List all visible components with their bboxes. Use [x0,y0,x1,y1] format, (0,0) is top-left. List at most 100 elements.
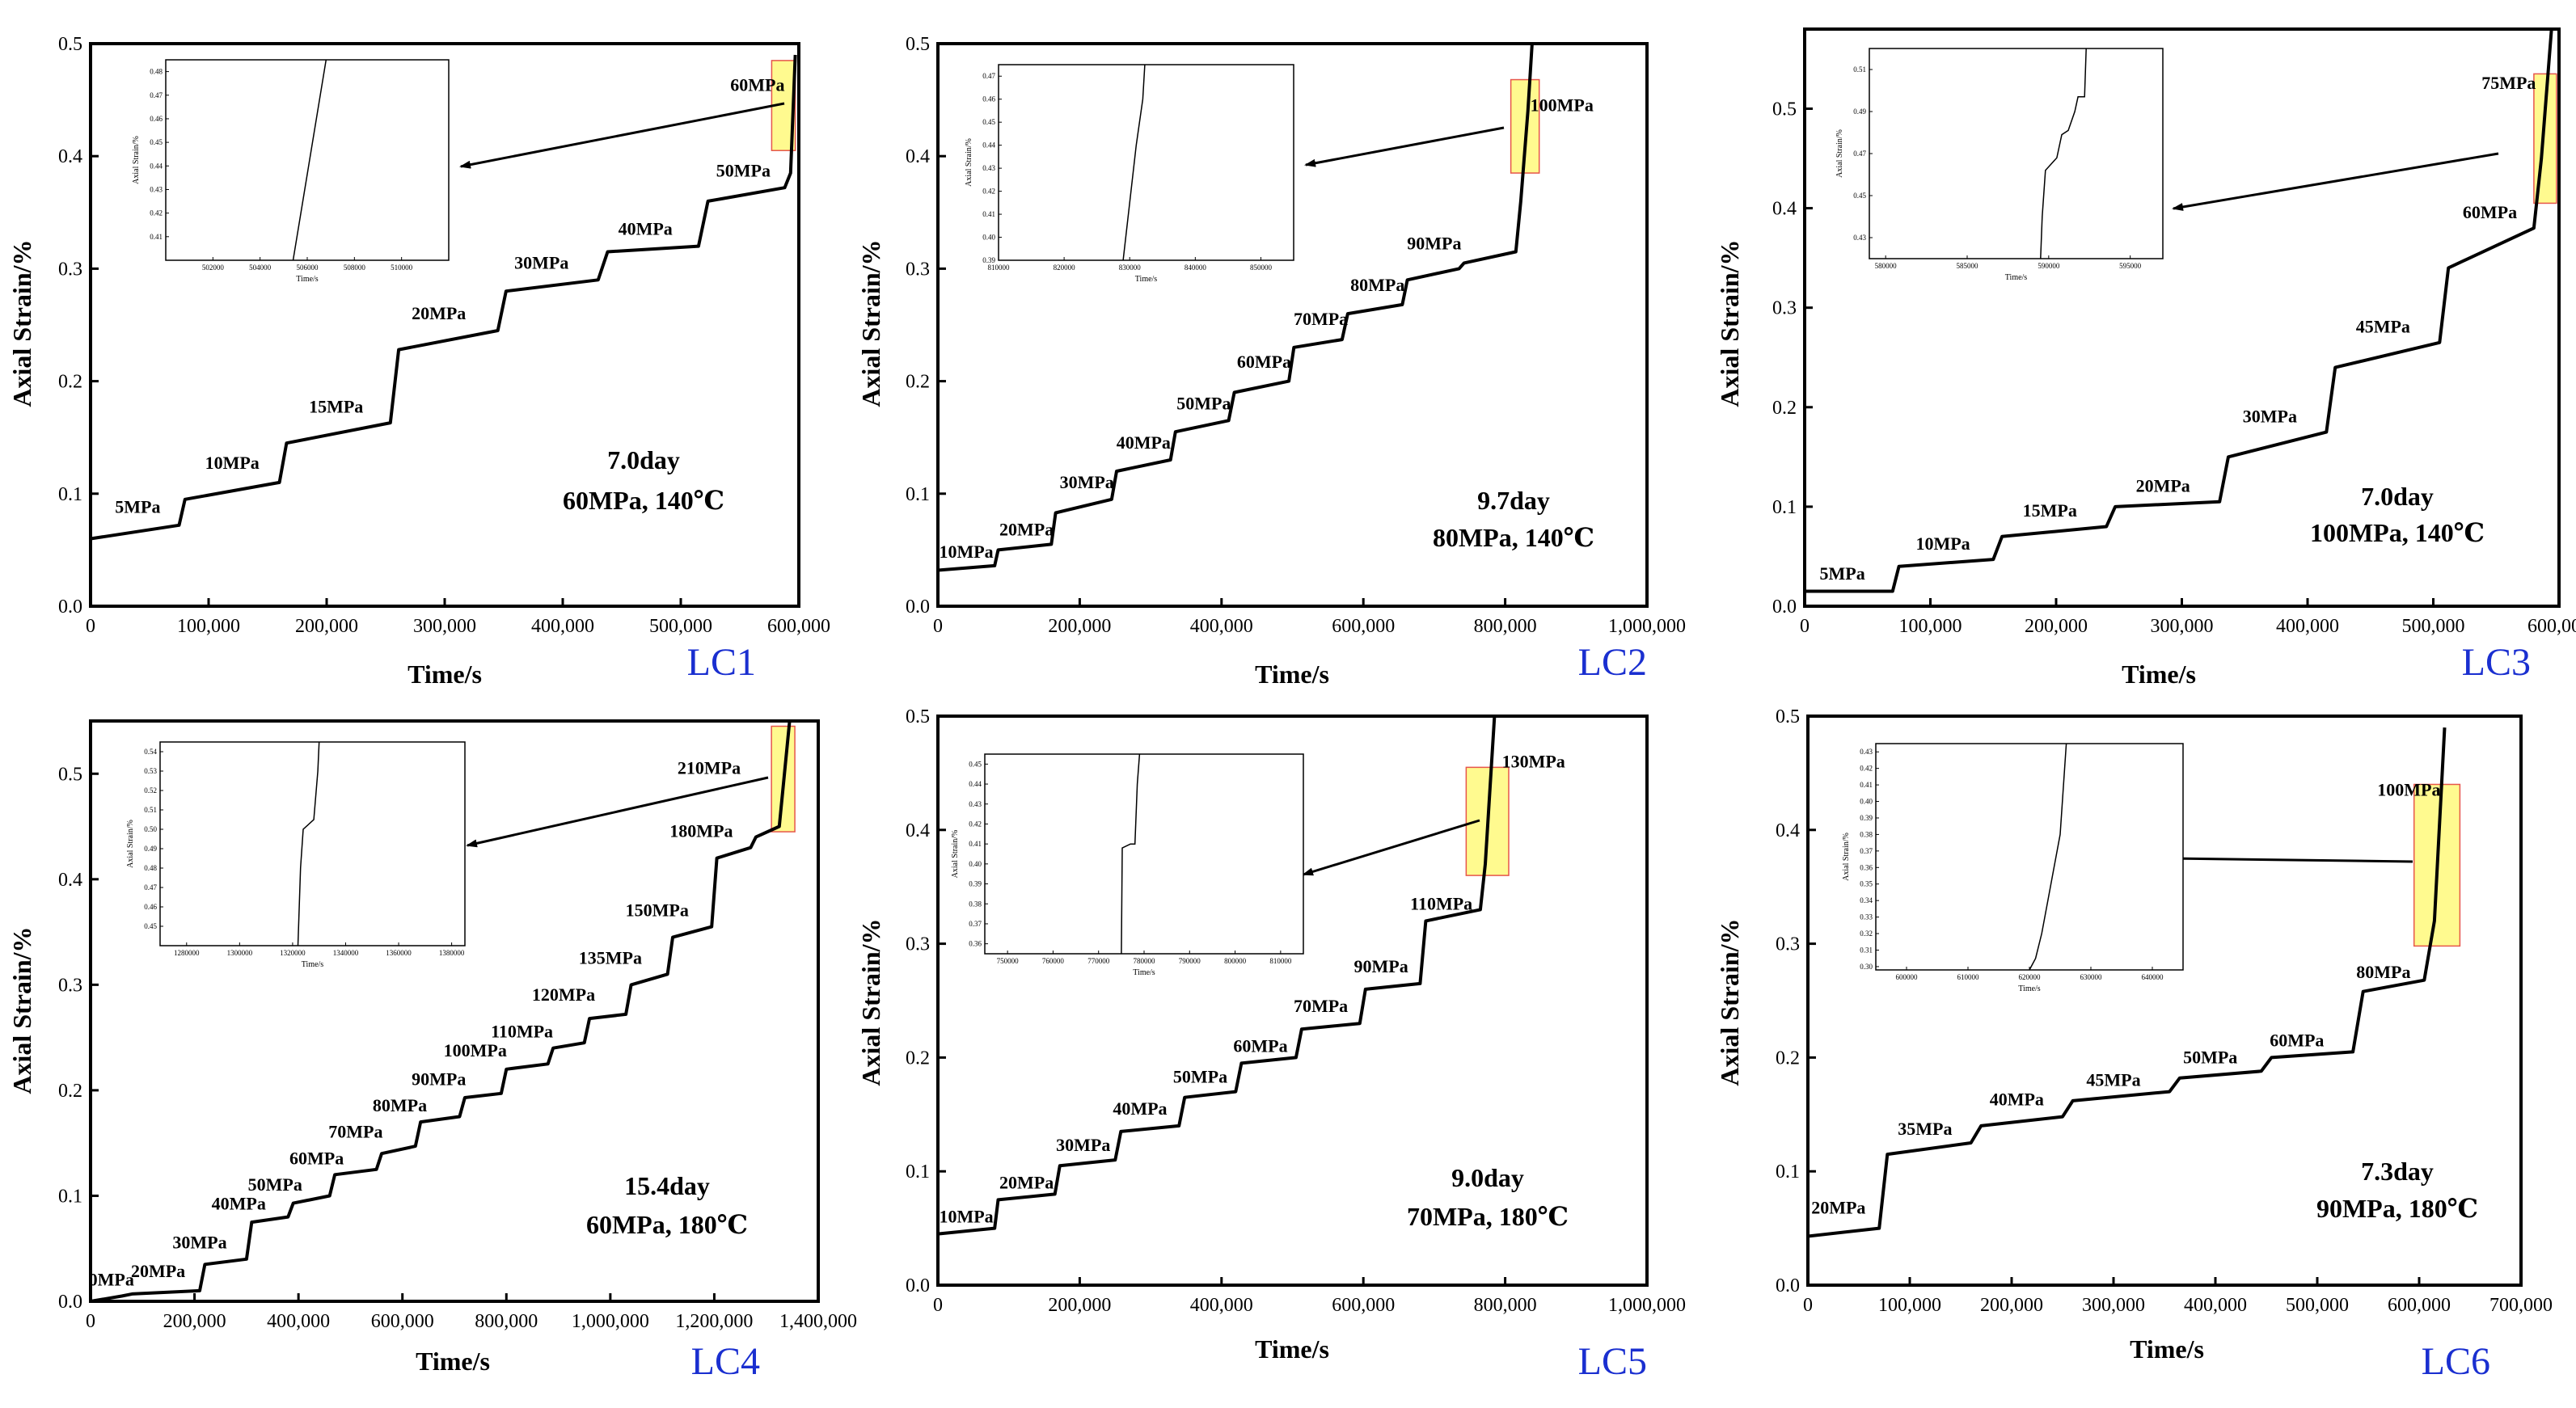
inset-x-tick-label: 630000 [2080,973,2103,981]
y-tick-label: 0.5 [906,706,930,727]
zoom-arrow [2168,854,2413,863]
inset-y-tick-label: 0.33 [1860,913,1873,921]
y-tick-label: 0.4 [1776,820,1800,841]
inset-y-tick-label: 0.41 [150,233,163,241]
inset-x-tick-label: 850000 [1250,263,1273,272]
condition-label: 60MPa, 180℃ [586,1210,748,1239]
inset-y-tick-label: 0.47 [982,72,995,80]
inset-x-tick-label: 800000 [1224,957,1247,965]
panel-label: LC1 [687,641,756,684]
y-tick-label: 0.0 [906,597,930,618]
duration-label: 15.4day [624,1171,710,1200]
zoom-highlight-box [1510,78,1540,174]
inset-y-tick-label: 0.38 [969,900,982,908]
inset-y-tick-label: 0.49 [144,845,157,853]
strain-curve [1805,28,2553,593]
x-tick-label: 200,000 [1048,1295,1111,1316]
inset-x-tick-label: 1360000 [386,949,412,957]
inset-y-tick-label: 0.46 [982,95,995,103]
x-tick-label: 800,000 [475,1311,538,1332]
inset-x-tick-label: 502000 [202,263,225,272]
stress-step-label: 30MPa [2243,406,2297,426]
inset-y-tick-label: 0.54 [144,748,157,756]
inset-x-tick-label: 780000 [1134,957,1156,965]
x-tick-label: 300,000 [413,616,476,637]
x-tick-label: 300,000 [2151,616,2214,637]
y-tick-label: 0.0 [58,597,82,618]
x-tick-label: 600,000 [1332,1295,1395,1316]
inset-y-tick-label: 0.47 [150,91,163,99]
stress-step-label: 90MPa [412,1069,466,1089]
inset-y-tick-label: 0.39 [982,256,995,264]
inset-x-tick-label: 840000 [1185,263,1207,272]
stress-step-label: 45MPa [2356,316,2410,336]
condition-label: 70MPa, 180℃ [1407,1202,1569,1231]
stress-step-label: 60MPa [730,74,784,95]
stress-step-label: 35MPa [1898,1119,1952,1139]
x-tick-label: 200,000 [2025,616,2088,637]
x-tick-label: 0 [86,616,95,637]
x-tick-label: 600,000 [2388,1295,2451,1316]
condition-label: 60MPa, 140℃ [563,486,724,515]
x-tick-label: 1,000,000 [1608,616,1686,637]
chart-panel-lc5: 0 200,000 400,000 600,000 800,000 1,000,000 0.… [856,706,1686,1383]
inset-x-tick-label: 580000 [1875,262,1898,270]
x-tick-label: 200,000 [295,616,358,637]
inset-y-tick-label: 0.37 [969,920,982,928]
x-tick-label: 400,000 [1190,1295,1253,1316]
stress-step-label: 50MPa [1176,393,1231,413]
inset-y-tick-label: 0.48 [150,68,163,76]
x-tick-label: 1,000,000 [572,1311,649,1332]
x-tick-label: 800,000 [1474,616,1537,637]
stress-step-label: 20MPa [2136,475,2190,495]
stress-step-label: 90MPa [1354,956,1408,976]
stress-step-label: 0MPa [89,1269,134,1289]
y-tick-label: 0.4 [906,820,930,841]
inset-y-tick-label: 0.45 [982,118,995,126]
stress-step-label: 10MPa [205,453,260,473]
stress-step-label: 40MPa [1990,1090,2044,1110]
x-tick-label: 600,000 [767,616,830,637]
inset-y-tick-label: 0.45 [1853,192,1866,200]
inset-y-tick-label: 0.43 [150,185,163,193]
stress-step-label: 90MPa [1407,234,1461,254]
y-axis-title: Axial Strain/% [7,926,36,1094]
stress-step-label: 110MPa [491,1022,553,1042]
inset-x-tick-label: 770000 [1087,957,1110,965]
stress-step-label: 40MPa [212,1193,266,1213]
chart-panel-lc4: 0 200,000 400,000 600,000 800,000 1,000,000 1,… [7,719,857,1383]
chart-panel-lc2: 0 200,000 400,000 600,000 800,000 1,000,000 0.… [856,34,1686,689]
y-axis-title: Axial Strain/% [1715,239,1744,407]
inset-y-tick-label: 0.49 [1853,107,1866,116]
inset-chart: 502000 504000 506000 508000 510000 0.41 0.42 0.… [132,59,450,284]
y-tick-label: 0.4 [1772,199,1797,220]
y-tick-label: 0.3 [58,975,82,996]
y-tick-label: 0.4 [906,146,930,167]
stress-step-label: 70MPa [328,1122,382,1142]
y-tick-label: 0.1 [1772,497,1797,518]
zoom-arrow [459,102,785,169]
x-tick-label: 1,000,000 [1608,1295,1686,1316]
inset-y-tick-label: 0.42 [150,209,163,217]
inset-x-tick-label: 506000 [297,263,319,272]
x-tick-label: 0 [933,1295,943,1316]
condition-label: 80MPa, 140℃ [1433,523,1594,552]
y-tick-label: 0.1 [58,484,82,505]
duration-label: 9.7day [1477,486,1550,515]
stress-step-label: 10MPa [939,542,993,562]
y-tick-label: 0.3 [1776,934,1800,955]
chart-panel-lc1: 0 100,000 200,000 300,000 400,000 500,000 600,… [7,34,830,689]
y-tick-label: 0.2 [906,1048,930,1069]
inset-x-tick-label: 640000 [2142,973,2164,981]
x-tick-label: 0 [1800,616,1810,637]
y-tick-label: 0.1 [1776,1161,1800,1182]
inset-x-tick-label: 760000 [1042,957,1065,965]
inset-chart: 1280000 1300000 1320000 1340000 1360000 13800… [126,741,466,969]
inset-x-tick-label: 508000 [344,263,366,272]
inset-x-tick-label: 504000 [249,263,272,272]
inset-curve [1122,64,1146,261]
inset-x-tick-label: 790000 [1179,957,1201,965]
stress-step-label: 40MPa [1113,1098,1167,1119]
duration-label: 7.0day [607,445,680,474]
stress-step-label: 180MPa [669,821,733,841]
